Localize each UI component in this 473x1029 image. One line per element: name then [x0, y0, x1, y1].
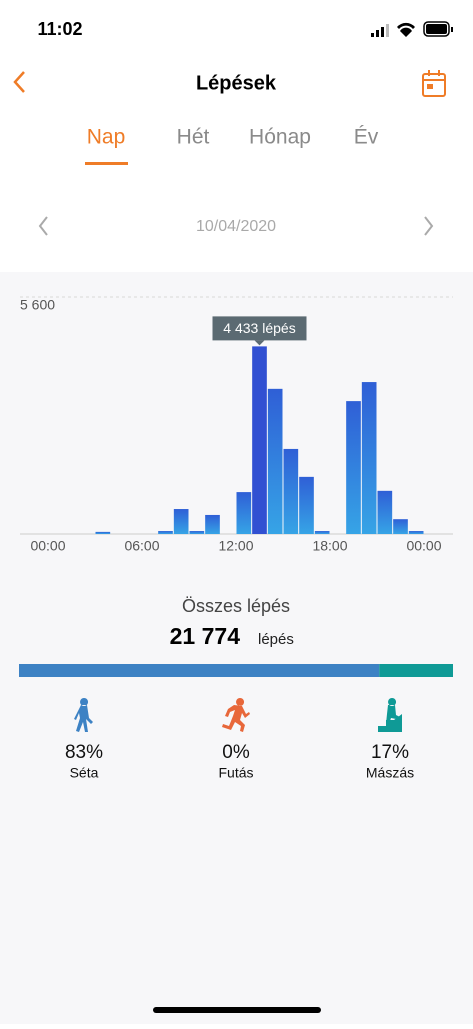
content-background: [0, 272, 473, 1024]
activity-name: Séta: [70, 765, 99, 781]
activity-icon: [378, 698, 402, 732]
bar: [236, 492, 252, 534]
tabs: Nap Hét Hónap Év: [87, 126, 379, 149]
date: 10/04/2020: [196, 218, 276, 235]
tab[interactable]: Nap: [87, 126, 126, 149]
activity-percent: 83%: [65, 742, 103, 763]
tooltip-pointer: [254, 340, 265, 346]
calendar-button[interactable]: [422, 70, 446, 97]
tab[interactable]: Hét: [177, 126, 210, 149]
back-button[interactable]: [13, 71, 25, 93]
activity-name: Mászás: [366, 765, 414, 781]
bar: [158, 531, 173, 534]
activity-percent: 17%: [371, 742, 409, 763]
tab[interactable]: Év: [354, 126, 379, 149]
x-tick-label: 06:00: [124, 538, 159, 554]
bar: [346, 401, 361, 534]
activity-icon: [222, 698, 250, 732]
x-tick-label: 00:00: [30, 538, 65, 554]
total-label: Összes lépés: [182, 596, 290, 616]
bar: [95, 531, 111, 534]
bar: [361, 382, 377, 534]
activity-percent: 0%: [222, 742, 250, 763]
value-label: 4 433 lépés: [223, 320, 295, 336]
bar: [393, 519, 408, 534]
bar: [189, 531, 205, 534]
header-title: Lépések: [196, 72, 277, 94]
tooltip: [212, 316, 307, 341]
bar: [267, 388, 283, 534]
chart: 5 600 00:00 06:00 12:00 18:00 00:00 4 433 lépé…: [20, 296, 453, 554]
status-time: 11:02: [37, 19, 82, 39]
bar: [173, 509, 189, 534]
summary: 83% Séta 0% Futás 17% Mászás: [19, 664, 453, 781]
share-segment: [379, 664, 453, 677]
tab[interactable]: Hónap: [249, 126, 311, 149]
status-icons: [371, 21, 453, 37]
total-value: 21 774: [170, 623, 241, 649]
bar: [205, 514, 220, 534]
activity-name: Futás: [218, 765, 253, 781]
next-date[interactable]: [424, 216, 434, 236]
x-tick-label: 00:00: [406, 538, 441, 554]
activity-icon: [74, 698, 93, 732]
y-tick-label: 5 600: [20, 297, 55, 313]
bar: [377, 490, 393, 534]
total-unit: lépés: [258, 631, 294, 648]
bar: [299, 476, 314, 534]
home-indicator: [153, 1007, 321, 1013]
tab-indicator: [85, 162, 128, 165]
bar: [408, 531, 424, 534]
x-tick-label: 12:00: [218, 538, 253, 554]
bar: [252, 346, 267, 534]
bar: [283, 448, 299, 534]
bar: [314, 531, 330, 534]
share-segment: [19, 664, 380, 677]
prev-date[interactable]: [38, 216, 48, 236]
x-tick-label: 18:00: [312, 538, 347, 554]
